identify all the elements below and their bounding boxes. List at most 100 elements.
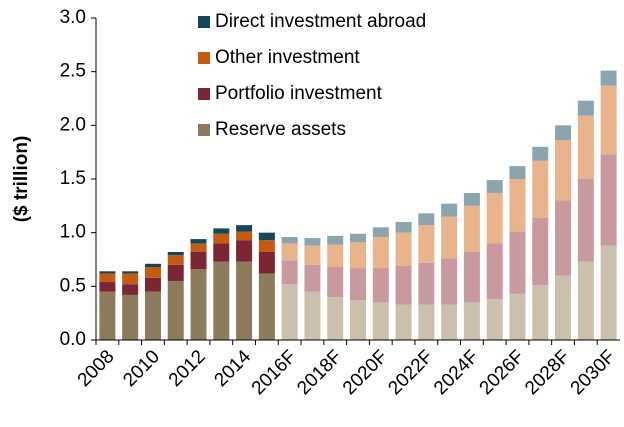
- bar-segment: [236, 231, 253, 241]
- bar-segment: [167, 255, 184, 265]
- bar-segment: [122, 284, 139, 295]
- x-tick-label: 2026F: [476, 346, 529, 399]
- bar-segment: [463, 251, 480, 303]
- bar-segment: [144, 267, 161, 278]
- bar-segment: [555, 125, 572, 141]
- bar-segment: [213, 243, 230, 262]
- y-tick-label: 2.5: [60, 61, 86, 82]
- legend-label: Other investment: [215, 47, 360, 68]
- bar-segment: [236, 225, 253, 232]
- y-tick-label: 1.0: [60, 222, 86, 243]
- bar-segment: [167, 251, 184, 256]
- bar-segment: [372, 236, 389, 269]
- bar-segment: [304, 291, 321, 340]
- x-tick-label: 2016F: [248, 346, 301, 399]
- bar-segment: [532, 160, 549, 218]
- y-tick-label: 2.0: [60, 114, 86, 135]
- bar-segment: [213, 233, 230, 244]
- y-axis-label: ($ trillion): [11, 136, 32, 223]
- bar-segment: [327, 244, 344, 268]
- x-tick-label: 2018F: [293, 346, 346, 399]
- bar-segment: [190, 243, 207, 252]
- bar-segment: [600, 245, 617, 340]
- bar-segment: [600, 70, 617, 86]
- bar-segment: [258, 273, 275, 340]
- bar-segment: [509, 179, 526, 232]
- x-tick-label: 2028F: [521, 346, 574, 399]
- bar-segment: [122, 271, 139, 274]
- bar-segment: [372, 302, 389, 340]
- bar-segment: [532, 285, 549, 340]
- bar-segment: [213, 228, 230, 234]
- legend-label: Direct investment abroad: [215, 11, 426, 32]
- bar-segment: [418, 262, 435, 305]
- bar-segment: [600, 85, 617, 155]
- bar-segment: [555, 140, 572, 201]
- bar-segment: [395, 221, 412, 233]
- bar-segment: [190, 239, 207, 244]
- bar-segment: [463, 205, 480, 252]
- bar-segment: [395, 304, 412, 340]
- bar-segment: [281, 260, 298, 285]
- y-tick-label: 1.5: [60, 168, 86, 189]
- legend-label: Reserve assets: [215, 119, 346, 140]
- legend-label: Portfolio investment: [215, 83, 383, 104]
- bar-segment: [486, 192, 503, 244]
- bar-segment: [372, 227, 389, 237]
- bar-segment: [350, 268, 366, 301]
- legend-swatch: [198, 88, 210, 100]
- bar-segment: [213, 261, 230, 340]
- bar-segment: [122, 294, 139, 340]
- bar-segment: [509, 166, 526, 179]
- bar-segment: [99, 273, 116, 283]
- x-tick-label: 2008: [74, 346, 119, 391]
- bar-segment: [600, 154, 617, 246]
- bar-segment: [258, 251, 275, 274]
- legend-swatch: [198, 124, 210, 136]
- bar-segment: [350, 242, 366, 269]
- bar-segment: [236, 261, 253, 340]
- bar-segment: [395, 265, 412, 305]
- bar-segment: [418, 225, 435, 263]
- bar-segment: [350, 233, 366, 243]
- bar-segment: [441, 203, 458, 217]
- bar-segment: [258, 232, 275, 241]
- legend-swatch: [198, 52, 210, 64]
- bar-segment: [99, 282, 116, 292]
- x-tick-label: 2020F: [339, 346, 392, 399]
- bar-segment: [327, 235, 344, 245]
- bar-segment: [304, 238, 321, 246]
- bar-segment: [281, 243, 298, 261]
- bar-segment: [418, 213, 435, 226]
- x-tick-label: 2012: [165, 346, 210, 391]
- bar-segment: [555, 200, 572, 276]
- bar-segment: [441, 258, 458, 305]
- bar-segment: [486, 243, 503, 300]
- bar-segment: [441, 216, 458, 259]
- bar-segment: [463, 302, 480, 340]
- x-tick-label: 2010: [119, 346, 164, 391]
- bar-segment: [395, 232, 412, 266]
- bar-segment: [236, 240, 253, 262]
- x-tick-label: 2022F: [384, 346, 437, 399]
- bar-segment: [532, 217, 549, 286]
- bar-segment: [372, 268, 389, 303]
- bar-segment: [509, 293, 526, 340]
- bar-segment: [99, 271, 116, 274]
- bar-segment: [350, 300, 366, 340]
- bar-segment: [327, 267, 344, 298]
- bar-segment: [281, 236, 298, 244]
- bar-segment: [577, 179, 594, 262]
- bar-segment: [190, 269, 207, 340]
- bar-segment: [144, 263, 161, 268]
- y-tick-label: 0.5: [60, 275, 86, 296]
- bar-segment: [327, 297, 344, 340]
- bar-segment: [418, 304, 435, 340]
- bar-segment: [486, 180, 503, 193]
- legend-swatch: [198, 16, 210, 28]
- y-tick-label: 3.0: [60, 7, 86, 28]
- bar-segment: [577, 115, 594, 179]
- bar-segment: [555, 275, 572, 340]
- bar-segment: [281, 284, 298, 340]
